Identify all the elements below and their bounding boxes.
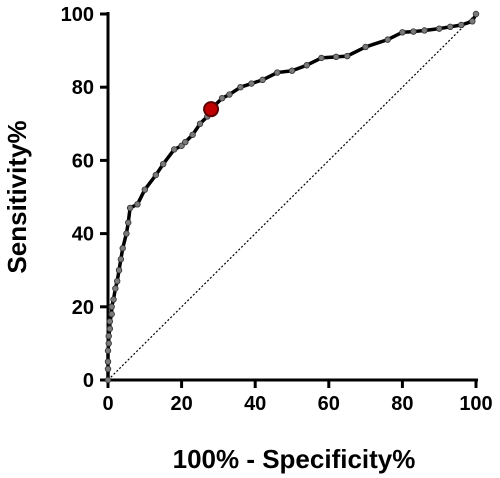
roc-point xyxy=(106,325,114,332)
roc-point xyxy=(178,142,185,149)
roc-point xyxy=(134,201,141,208)
roc-point xyxy=(113,277,121,285)
roc-point xyxy=(384,36,391,43)
roc-point xyxy=(344,52,351,60)
roc-point xyxy=(104,365,112,373)
reference-diagonal-line xyxy=(107,13,477,381)
roc-point xyxy=(274,69,281,76)
roc-point xyxy=(447,23,454,31)
roc-point xyxy=(108,310,115,318)
roc-point xyxy=(218,94,226,102)
y-tick-label-0: 0 xyxy=(83,370,94,392)
x-axis-title: 100% - Specificity% xyxy=(173,444,416,474)
roc-point xyxy=(196,120,204,127)
roc-point xyxy=(248,80,255,87)
roc-point xyxy=(105,332,112,340)
roc-point xyxy=(112,285,119,292)
y-tick-label-60: 60 xyxy=(72,150,94,172)
roc-point xyxy=(106,318,114,325)
y-tick-label-20: 20 xyxy=(72,297,94,319)
roc-point xyxy=(469,18,476,25)
roc-point xyxy=(171,146,178,153)
roc-point xyxy=(159,160,167,168)
roc-curve-line xyxy=(106,12,478,382)
roc-point xyxy=(110,296,117,303)
roc-point xyxy=(104,376,112,384)
y-axis-title: Sensitivity% xyxy=(2,120,32,273)
roc-point xyxy=(104,358,112,365)
roc-point xyxy=(226,91,233,98)
roc-point xyxy=(362,43,369,51)
y-tick-label-100: 100 xyxy=(61,4,94,26)
x-tick-label-20: 20 xyxy=(170,393,192,415)
x-tick-label-40: 40 xyxy=(244,393,266,415)
roc-point xyxy=(421,27,428,34)
roc-point xyxy=(436,25,443,32)
x-tick-label-80: 80 xyxy=(391,393,413,415)
roc-point xyxy=(318,54,325,62)
roc-point xyxy=(399,29,406,36)
data-marks xyxy=(104,10,480,384)
roc-point xyxy=(117,256,125,263)
roc-point xyxy=(259,76,266,84)
roc-point xyxy=(189,131,196,138)
roc-point xyxy=(288,67,296,74)
roc-point xyxy=(115,267,123,274)
roc-point xyxy=(303,62,310,69)
optimal-cutoff-point xyxy=(203,101,220,118)
roc-point xyxy=(332,53,340,61)
roc-point xyxy=(105,340,112,347)
roc-point xyxy=(123,230,130,237)
roc-point xyxy=(410,28,417,35)
roc-point xyxy=(237,83,244,91)
roc-point xyxy=(152,171,160,179)
x-tick-label-60: 60 xyxy=(318,393,340,415)
x-tick-label-100: 100 xyxy=(459,393,492,415)
x-tick-label-0: 0 xyxy=(102,393,113,415)
roc-point xyxy=(458,21,465,29)
roc-point xyxy=(182,138,189,146)
roc-point xyxy=(125,219,132,226)
roc-point xyxy=(126,204,134,212)
y-tick-label-40: 40 xyxy=(72,224,94,246)
roc-point xyxy=(141,186,148,193)
roc-point xyxy=(104,347,112,354)
roc-point xyxy=(472,10,480,18)
y-tick-label-80: 80 xyxy=(72,77,94,99)
roc-point xyxy=(108,303,115,310)
roc-point xyxy=(119,245,126,252)
tick-labels: 0 20 40 60 80 100 0 20 40 60 80 100 xyxy=(61,4,493,415)
